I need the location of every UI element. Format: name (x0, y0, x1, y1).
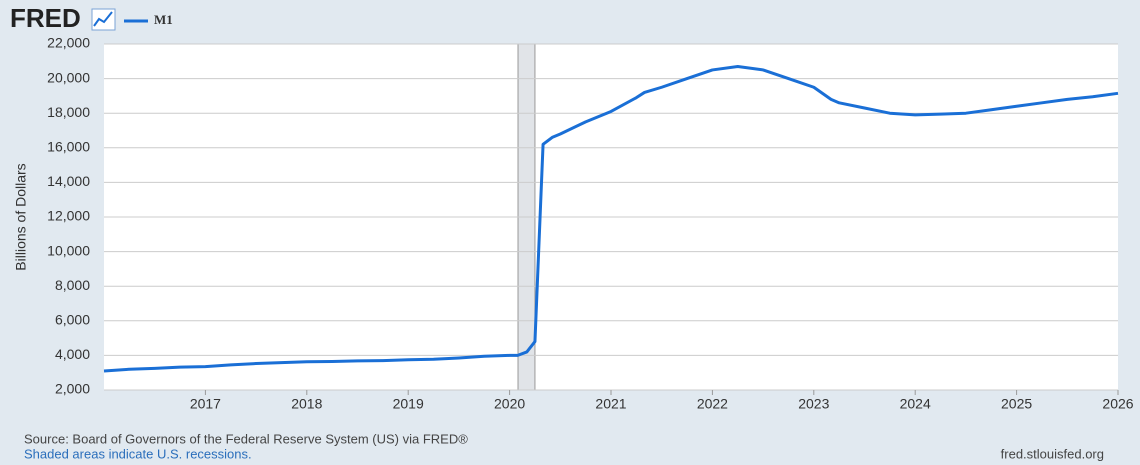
y-tick-label: 18,000 (47, 104, 90, 120)
y-axis-label: Billions of Dollars (13, 163, 29, 270)
x-tick-label: 2025 (1001, 396, 1032, 412)
y-tick-label: 6,000 (55, 312, 90, 328)
x-tick-label: 2026 (1102, 396, 1133, 412)
x-tick-label: 2024 (900, 396, 931, 412)
y-tick-label: 16,000 (47, 139, 90, 155)
x-tick-label: 2019 (393, 396, 424, 412)
series-line (103, 64, 1119, 373)
site: fred.stlouisfed.org (1001, 446, 1104, 461)
logo: FRED (10, 3, 81, 33)
x-tick-label: 2020 (494, 396, 525, 412)
y-tick-label: 4,000 (55, 346, 90, 362)
y-tick-label: 12,000 (47, 208, 90, 224)
legend-label: M1 (154, 12, 173, 27)
x-tick-label: 2021 (595, 396, 626, 412)
logo-icon (91, 8, 116, 31)
y-tick-label: 22,000 (47, 35, 90, 51)
y-tick-label: 10,000 (47, 242, 90, 258)
source: Source: Board of Governors of the Federa… (24, 431, 468, 446)
note: Shaded areas indicate U.S. recessions. (24, 446, 252, 461)
y-tick-label: 8,000 (55, 277, 90, 293)
x-tick-label: 2017 (190, 396, 221, 412)
y-tick-label: 20,000 (47, 69, 90, 85)
x-tick-label: 2022 (697, 396, 728, 412)
y-tick-label: 14,000 (47, 173, 90, 189)
x-tick-label: 2018 (291, 396, 322, 412)
y-tick-label: 2,000 (55, 381, 90, 397)
x-tick-label: 2023 (798, 396, 829, 412)
